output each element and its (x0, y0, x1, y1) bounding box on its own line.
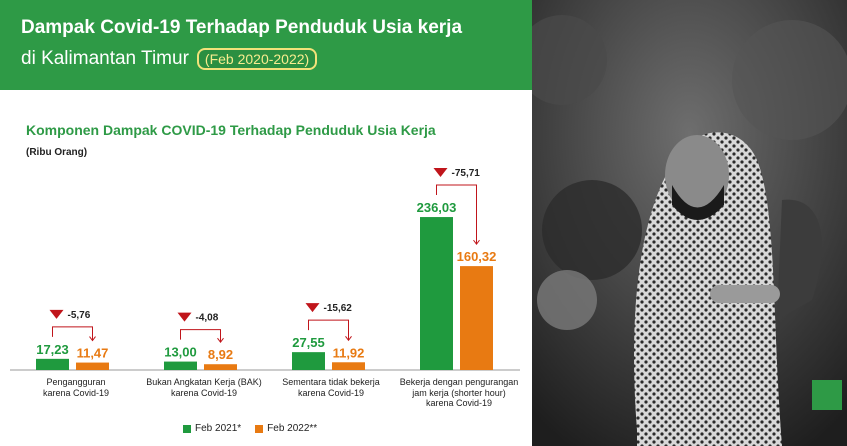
change-arrowhead-0 (89, 336, 96, 342)
data-label-2021-1: 13,00 (164, 345, 197, 360)
chart-legend: Feb 2021* Feb 2022** (183, 423, 317, 434)
data-label-2022-3: 160,32 (457, 249, 497, 264)
bar-2021-1 (164, 361, 197, 370)
bar-2022-0 (76, 362, 109, 370)
category-label-3: Bekerja dengan pengurangan jam kerja (sho… (394, 377, 524, 409)
legend-swatch-2022 (255, 424, 264, 433)
bar-2021-0 (36, 358, 69, 370)
change-bracket-0 (52, 326, 93, 341)
region-label: di Kalimantan Timur (21, 48, 189, 69)
category-label-0: Pengangguran karena Covid-19 (11, 377, 141, 398)
change-bracket-3 (436, 184, 477, 245)
change-label-1: -4,08 (196, 313, 219, 324)
data-label-2022-0: 11,47 (77, 346, 109, 361)
change-arrowhead-1 (217, 337, 224, 344)
change-down-triangle-1 (177, 312, 192, 322)
data-label-2022-2: 11,92 (333, 345, 365, 360)
period-badge: (Feb 2020-2022) (196, 48, 318, 70)
chart-unit-label: (Ribu Orang) (26, 147, 88, 158)
data-label-2021-2: 27,55 (292, 335, 325, 350)
legend-item-2022: Feb 2022** (255, 423, 317, 434)
category-label-line: karena Covid-19 (42, 387, 110, 398)
change-label-3: -75,71 (452, 168, 481, 179)
worker-photo-illustration (532, 0, 847, 446)
change-label-2: -15,62 (324, 303, 353, 314)
change-down-triangle-2 (305, 303, 320, 313)
legend-swatch-2021 (183, 424, 191, 433)
bar-2022-2 (332, 362, 365, 370)
change-label-0: -5,76 (68, 310, 91, 321)
change-down-triangle-0 (49, 309, 64, 319)
category-label-line: karena Covid-19 (170, 387, 238, 398)
chart-title: Komponen Dampak COVID-19 Terhadap Pendud… (26, 122, 436, 138)
change-arrowhead-3 (473, 239, 480, 245)
category-label-line: jam kerja (shorter hour) (412, 387, 506, 398)
category-label-line: karena Covid-19 (297, 387, 365, 398)
data-label-2021-3: 236,03 (417, 200, 457, 215)
data-label-2022-1: 8,92 (208, 347, 233, 362)
change-bracket-1 (180, 329, 221, 343)
bar-chart: 17,23 11,47 -5,76 13,00 8,92 -4,08 27,55 11,92 -… (10, 168, 520, 371)
legend-label-2022: Feb 2022** (267, 423, 318, 434)
change-bracket-2 (308, 319, 349, 341)
category-label-line: karena Covid-19 (425, 398, 493, 408)
legend-label-2021: Feb 2021* (195, 423, 242, 434)
page-subtitle: di Kalimantan Timur (Feb 2020-2022) (21, 48, 318, 70)
category-label-line: Sementara tidak bekerja (282, 377, 380, 387)
legend-item-2021: Feb 2021* (183, 423, 241, 434)
change-arrowhead-2 (345, 335, 352, 342)
category-label-line: Bekerja dengan pengurangan (399, 377, 519, 387)
bar-2022-1 (204, 364, 237, 370)
header-banner: Dampak Covid-19 Terhadap Penduduk Usia k… (0, 0, 532, 90)
category-label-line: Pengangguran (46, 377, 106, 387)
category-label-1: Bukan Angkatan Kerja (BAK) karena Covid-1… (139, 377, 269, 398)
background-photo (532, 0, 847, 446)
bar-2021-3 (420, 217, 453, 370)
bar-2021-2 (292, 352, 325, 370)
change-down-triangle-3 (433, 168, 448, 178)
category-label-2: Sementara tidak bekerja karena Covid-19 (266, 377, 396, 398)
page-title: Dampak Covid-19 Terhadap Penduduk Usia k… (21, 17, 463, 38)
bar-2022-3 (460, 266, 493, 370)
category-label-line: Bukan Angkatan Kerja (BAK) (146, 377, 262, 387)
data-label-2021-0: 17,23 (36, 342, 69, 357)
